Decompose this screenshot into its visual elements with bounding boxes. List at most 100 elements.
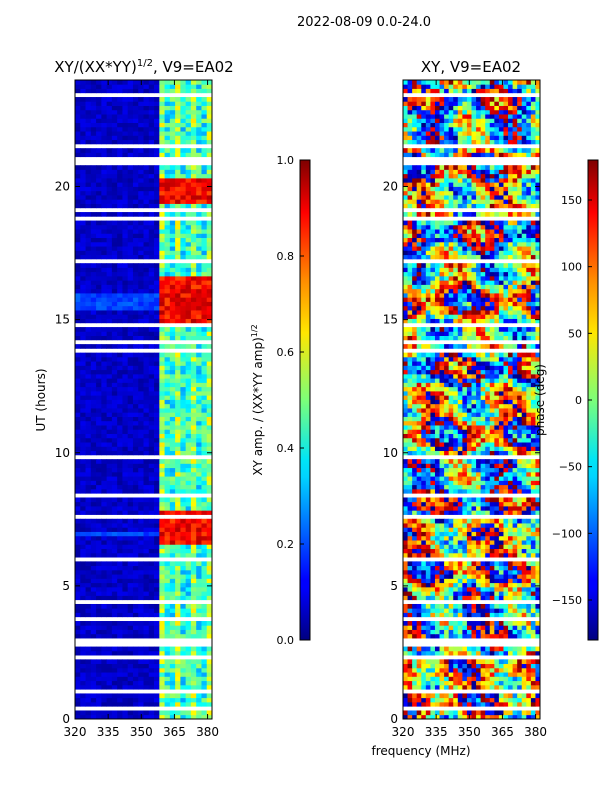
amplitude-heat-cell [206, 701, 212, 707]
amplitude-heat-cell [180, 672, 187, 677]
phase-heat-cell [425, 510, 431, 515]
amplitude-heat-cell [132, 169, 139, 175]
amplitude-heat-cell [90, 467, 97, 473]
amplitude-heat-cell [159, 148, 165, 153]
phase-heat-cell [512, 480, 518, 486]
amplitude-heat-cell [96, 165, 102, 170]
amplitude-heat-cell [164, 693, 171, 699]
phase-heat-cell [412, 510, 418, 515]
phase-heat-cell [498, 531, 504, 537]
phase-heat-cell [457, 463, 463, 469]
amplitude-heat-cell [201, 195, 208, 200]
amplitude-heat-cell [85, 408, 92, 413]
amplitude-heat-cell [175, 433, 181, 439]
amplitude-heat-cell [180, 220, 187, 226]
amplitude-heat-cell [117, 301, 123, 307]
phase-heat-cell [480, 501, 486, 507]
phase-heat-cell [453, 582, 459, 588]
amplitude-heat-cell [148, 344, 155, 349]
phase-heat-cell [476, 667, 482, 673]
amplitude-heat-cell [106, 586, 113, 592]
amplitude-heat-cell [80, 463, 86, 469]
phase-heat-cell [462, 488, 468, 494]
amplitude-heat-cell [175, 672, 181, 677]
amplitude-heat-cell [154, 408, 160, 413]
phase-heat-cell [494, 680, 500, 686]
amplitude-heat-cell [90, 501, 97, 507]
amplitude-heat-cell [127, 684, 134, 690]
amplitude-heat-cell [122, 229, 129, 234]
phase-heat-cell [526, 672, 532, 677]
amplitude-heat-cell [206, 280, 212, 285]
phase-heat-cell [494, 582, 500, 588]
amplitude-heat-cell [154, 399, 160, 405]
amplitude-heat-cell [169, 552, 176, 558]
phase-heat-cell [494, 463, 500, 469]
amplitude-heat-cell [106, 710, 113, 716]
amplitude-heat-cell [117, 608, 123, 613]
phase-heat-cell [480, 680, 486, 686]
amplitude-heat-cell [80, 523, 86, 528]
phase-heat-cell [453, 565, 459, 571]
phase-heat-cell [444, 663, 450, 669]
phase-heat-cell [403, 621, 408, 626]
phase-heat-cell [485, 667, 491, 673]
amplitude-heat-cell [90, 148, 97, 153]
amplitude-heat-cell [148, 582, 155, 588]
amplitude-heat-cell [111, 310, 118, 315]
phase-heat-cell [462, 476, 468, 481]
phase-heat-cell [517, 506, 523, 511]
amplitude-heat-cell [138, 527, 144, 532]
amplitude-heat-cell [117, 237, 123, 243]
phase-heat-cell [457, 565, 463, 571]
amplitude-heat-cell [169, 84, 176, 89]
amplitude-heat-cell [201, 578, 208, 584]
amplitude-heat-cell [101, 369, 108, 375]
amplitude-heat-cell [180, 420, 187, 426]
amplitude-heat-cell [148, 195, 155, 200]
phase-heat-cell [430, 578, 436, 584]
amplitude-heat-cell [206, 254, 212, 260]
amplitude-heat-cell [127, 531, 134, 537]
phase-heat-cell [421, 612, 427, 618]
amplitude-heat-cell [190, 608, 197, 613]
amplitude-heat-cell [201, 241, 208, 247]
phase-heat-cell [503, 569, 509, 575]
amplitude-heat-cell [154, 506, 160, 511]
amplitude-heat-cell [185, 331, 192, 336]
amplitude-heat-cell [185, 135, 192, 141]
amplitude-heat-cell [190, 697, 197, 703]
phase-heat-cell [430, 591, 436, 596]
amplitude-heat-cell [111, 446, 118, 452]
phase-heat-cell [425, 650, 431, 656]
phase-heat-cell [526, 693, 532, 699]
phase-heat-cell [453, 595, 459, 601]
phase-heat-cell [476, 633, 482, 639]
phase-heat-cell [457, 595, 463, 601]
phase-heat-cell [498, 540, 504, 545]
amplitude-heat-cell [132, 177, 139, 183]
amplitude-heat-cell [96, 263, 102, 268]
amplitude-heat-cell [117, 714, 123, 719]
amplitude-heat-cell [190, 467, 197, 473]
amplitude-heat-cell [175, 450, 181, 456]
amplitude-heat-cell [80, 369, 86, 375]
amplitude-heat-cell [164, 365, 171, 371]
amplitude-heat-cell [148, 523, 155, 528]
amplitude-heat-cell [80, 254, 86, 260]
phase-heat-cell [434, 569, 440, 575]
amplitude-heat-cell [122, 352, 129, 358]
amplitude-heat-cell [148, 88, 155, 94]
amplitude-heat-cell [96, 305, 102, 311]
amplitude-heat-cell [169, 335, 176, 341]
amplitude-heat-cell [201, 263, 208, 268]
amplitude-heat-cell [143, 165, 150, 170]
amplitude-heat-cell [148, 305, 155, 311]
amplitude-heat-cell [101, 510, 108, 515]
amplitude-heat-cell [206, 693, 212, 699]
amplitude-heat-cell [148, 199, 155, 204]
amplitude-heat-cell [132, 361, 139, 366]
phase-heat-cell [471, 518, 477, 524]
amplitude-heat-cell [164, 476, 171, 481]
phase-heat-cell [430, 608, 436, 613]
